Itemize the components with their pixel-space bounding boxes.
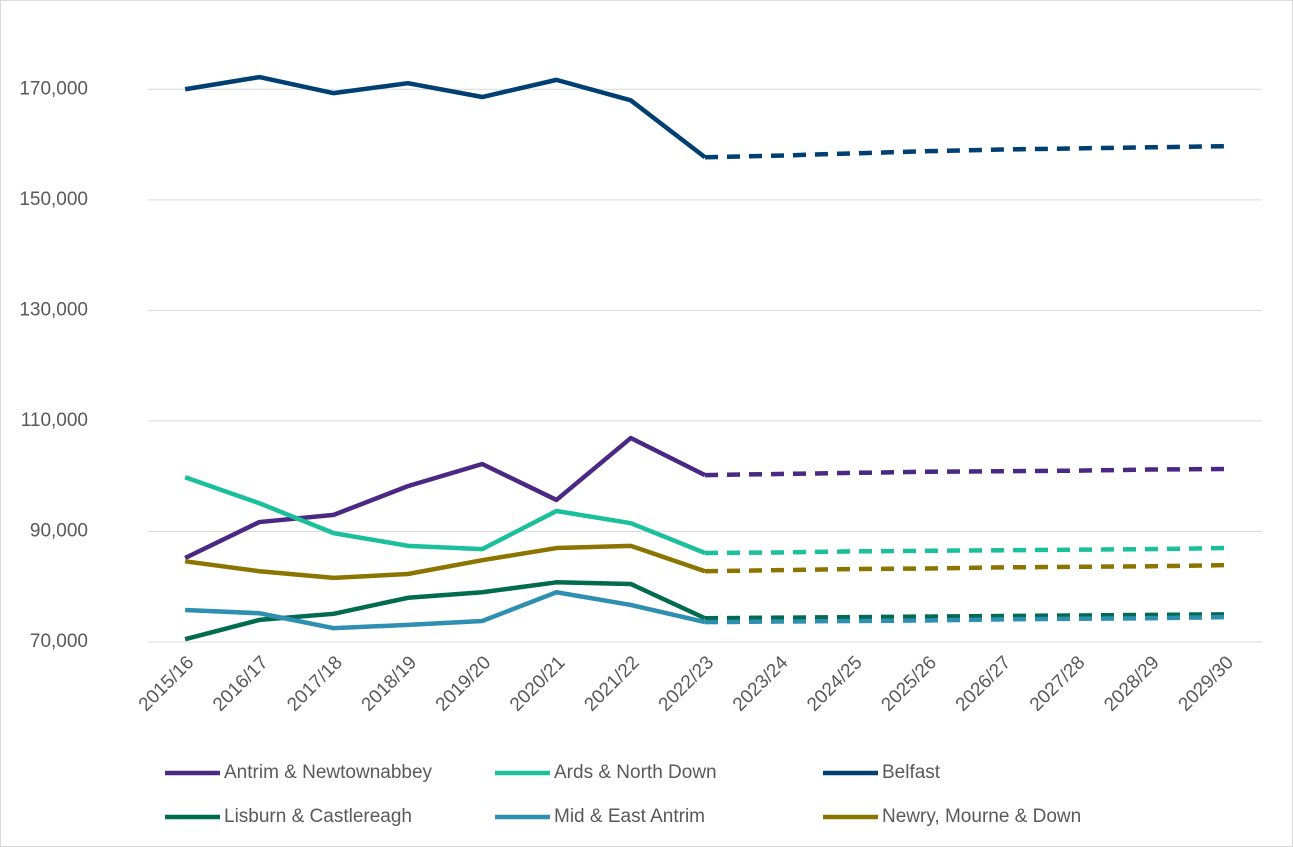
series-line (184, 475, 706, 556)
legend-label: Ards & North Down (554, 762, 717, 783)
legend-label: Newry, Mourne & Down (882, 806, 1081, 827)
legend-label: Lisburn & Castlereagh (224, 806, 412, 827)
y-tick-label: 130,000 (19, 299, 88, 320)
series-line (185, 590, 706, 631)
y-tick-label: 70,000 (30, 631, 88, 652)
series-line (184, 74, 707, 160)
legend-label: Belfast (882, 762, 941, 783)
legend-label: Mid & East Antrim (554, 806, 705, 827)
y-tick-label: 110,000 (21, 410, 88, 431)
series-line (184, 580, 706, 642)
series-line (184, 435, 707, 561)
y-tick-label: 170,000 (19, 78, 88, 99)
series-line (184, 543, 706, 581)
y-tick-label: 150,000 (19, 189, 88, 210)
y-tick-label: 90,000 (30, 520, 88, 541)
legend-label: Antrim & Newtownabbey (224, 762, 433, 783)
